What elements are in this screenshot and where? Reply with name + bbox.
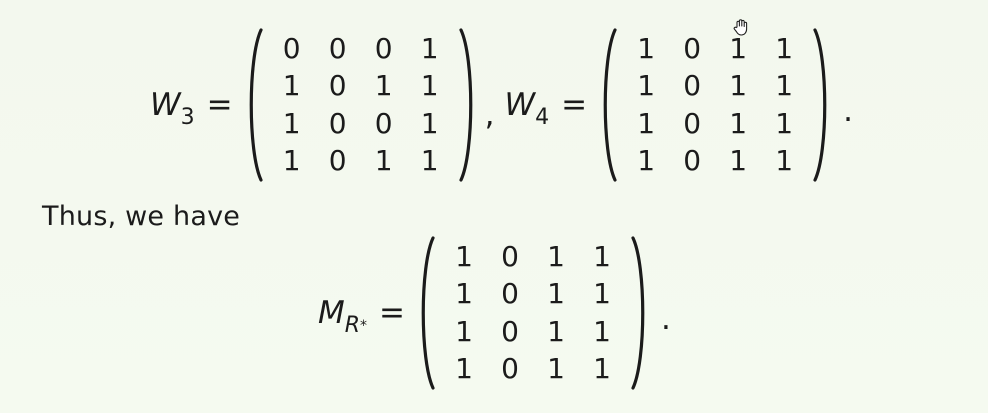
- matrix-cell: 1: [637, 106, 656, 140]
- matrix-cell: 1: [775, 31, 794, 65]
- matrix-cell: 0: [328, 69, 347, 103]
- matrix-cell: 1: [547, 352, 565, 386]
- equation-row-m: MR* = 1 0 1 1 1 0 1 1 1 0 1 1 1 0 1: [318, 236, 671, 390]
- m-subscript: R: [344, 312, 361, 338]
- w4-subscript: 4: [535, 104, 550, 130]
- matrix-cell: 1: [637, 69, 656, 103]
- w3-equals: =: [206, 86, 233, 123]
- matrix-cell: 1: [547, 277, 565, 311]
- matrix-cell: 1: [547, 239, 565, 273]
- equation-row-w3-w4: W3 = 0 0 0 1 1 0 1 1 1 0 0 1 1 0 1: [150, 28, 853, 182]
- matrix-cell: 1: [593, 277, 611, 311]
- m-label: MR*: [318, 294, 367, 336]
- m-superscript: *: [360, 317, 368, 334]
- matrix-cell: 1: [775, 144, 794, 178]
- matrix-cell: 1: [547, 314, 565, 348]
- matrix-cell: 1: [374, 69, 393, 103]
- body-text-thus: Thus, we have: [42, 201, 241, 232]
- matrix-cell: 1: [282, 69, 301, 103]
- matrix-cell: 0: [501, 352, 519, 386]
- m-superscript-wrap: *: [360, 313, 367, 338]
- matrix-w3-grid: 0 0 0 1 1 0 1 1 1 0 0 1 1 0 1 1: [269, 30, 453, 180]
- matrix-cell: 1: [729, 106, 748, 140]
- m-symbol: M: [318, 294, 345, 331]
- left-paren-icon: [421, 236, 435, 390]
- matrix-cell: 1: [282, 144, 301, 178]
- matrix-cell: 0: [683, 31, 702, 65]
- matrix-cell: 1: [637, 31, 656, 65]
- matrix-cell: 1: [775, 69, 794, 103]
- matrix-m: 1 0 1 1 1 0 1 1 1 0 1 1 1 0 1 1: [417, 236, 649, 390]
- matrix-cell: 1: [455, 277, 473, 311]
- row2-period: .: [661, 300, 671, 337]
- separator-comma: ,: [484, 96, 495, 133]
- w4-equals: =: [561, 86, 588, 123]
- matrix-cell: 0: [501, 239, 519, 273]
- matrix-cell: 0: [328, 106, 347, 140]
- row1-period: .: [843, 92, 853, 129]
- right-paren-icon: [813, 28, 827, 182]
- right-paren-icon: [631, 236, 645, 390]
- matrix-cell: 1: [729, 31, 748, 65]
- matrix-cell: 1: [374, 144, 393, 178]
- m-equals: =: [379, 294, 406, 331]
- matrix-cell: 1: [420, 144, 439, 178]
- matrix-cell: 0: [501, 314, 519, 348]
- matrix-cell: 1: [775, 106, 794, 140]
- matrix-m-grid: 1 0 1 1 1 0 1 1 1 0 1 1 1 0 1 1: [441, 238, 625, 388]
- matrix-w4-grid: 1 0 1 1 1 0 1 1 1 0 1 1 1 0 1 1: [623, 30, 807, 180]
- matrix-cell: 1: [729, 144, 748, 178]
- right-paren-icon: [459, 28, 472, 182]
- matrix-cell: 1: [455, 239, 473, 273]
- matrix-cell: 0: [683, 106, 702, 140]
- matrix-cell: 0: [328, 144, 347, 178]
- matrix-cell: 0: [501, 277, 519, 311]
- matrix-w3: 0 0 0 1 1 0 1 1 1 0 0 1 1 0 1 1: [245, 28, 477, 182]
- matrix-cell: 1: [420, 69, 439, 103]
- w3-symbol: W: [150, 86, 181, 123]
- matrix-cell: 1: [593, 352, 611, 386]
- w4-symbol: W: [504, 86, 536, 123]
- matrix-cell: 1: [593, 239, 611, 273]
- matrix-cell: 1: [455, 352, 473, 386]
- matrix-cell: 1: [455, 314, 473, 348]
- matrix-cell: 1: [729, 69, 748, 103]
- matrix-cell: 0: [374, 31, 393, 65]
- matrix-cell: 0: [282, 31, 301, 65]
- matrix-w4: 1 0 1 1 1 0 1 1 1 0 1 1 1 0 1 1: [599, 28, 831, 182]
- matrix-cell: 0: [683, 144, 702, 178]
- matrix-cell: 1: [637, 144, 656, 178]
- w3-subscript: 3: [180, 104, 195, 130]
- w4-label: W4: [504, 86, 550, 128]
- matrix-cell: 0: [683, 69, 702, 103]
- hand-cursor-icon: [733, 19, 748, 36]
- matrix-cell: 0: [328, 31, 347, 65]
- left-paren-icon: [603, 28, 617, 182]
- matrix-cell: 1: [282, 106, 301, 140]
- matrix-cell: 1: [420, 31, 439, 65]
- matrix-cell: 0: [374, 106, 393, 140]
- matrix-cell: 1: [593, 314, 611, 348]
- w3-label: W3: [150, 86, 195, 128]
- left-paren-icon: [249, 28, 263, 182]
- matrix-cell: 1: [420, 106, 439, 140]
